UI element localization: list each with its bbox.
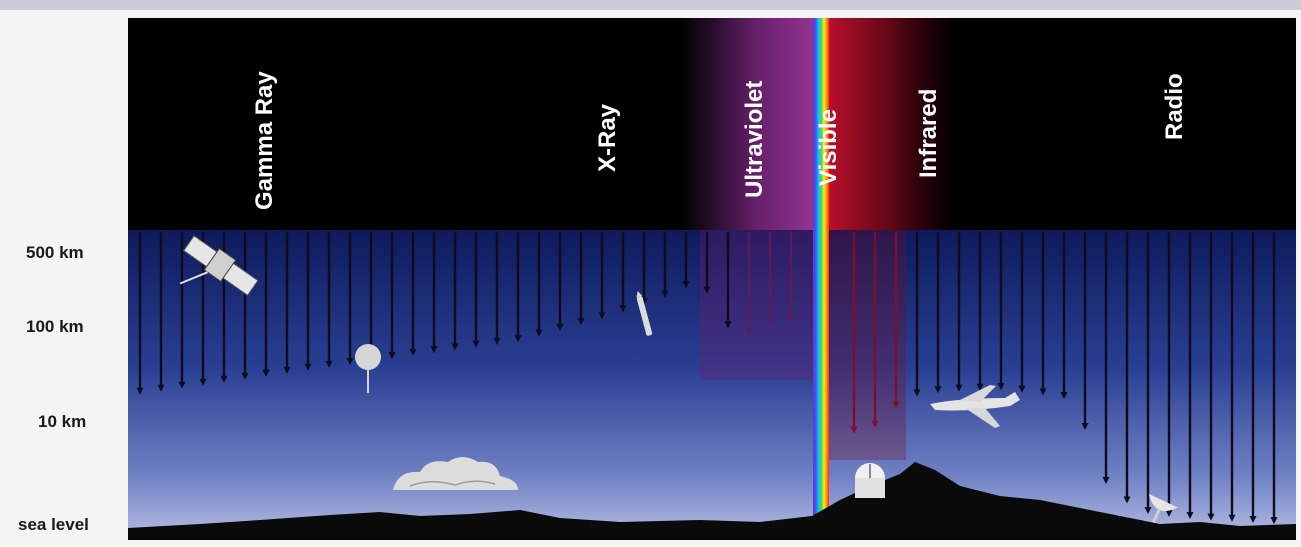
balloon-icon <box>355 344 381 393</box>
penetration-arrow-head <box>1144 507 1152 514</box>
penetration-arrow-head <box>976 383 984 391</box>
penetration-arrow-head <box>514 335 522 343</box>
penetration-arrow-head <box>1039 388 1047 396</box>
penetration-arrow-head <box>1228 514 1236 522</box>
penetration-arrow-head <box>1060 392 1068 399</box>
penetration-arrow-head <box>1207 513 1215 521</box>
penetration-arrow-head <box>178 381 186 389</box>
penetration-arrow-head <box>304 363 312 371</box>
penetration-arrow-head <box>283 366 291 374</box>
penetration-arrow-head <box>220 375 228 383</box>
band-label-ultraviolet: Ultraviolet <box>741 81 768 198</box>
penetration-arrow-head <box>745 326 753 334</box>
penetration-arrow-head <box>241 372 249 380</box>
penetration-arrow-head <box>871 420 879 428</box>
penetration-arrow-head <box>724 321 732 329</box>
ground-silhouette <box>128 462 1296 540</box>
penetration-arrow-head <box>346 357 354 365</box>
penetration-arrow-head <box>1123 496 1131 504</box>
satellite-icon <box>179 235 259 297</box>
penetration-arrow-head <box>430 346 438 354</box>
penetration-arrow-head <box>1165 509 1173 517</box>
band-label-radio: Radio <box>1161 73 1188 140</box>
penetration-arrow-head <box>787 316 795 324</box>
penetration-arrow-head <box>409 348 417 356</box>
infrared-atmosphere-tint <box>826 230 906 460</box>
altitude-label-100km: 100 km <box>26 317 84 336</box>
penetration-arrow-head <box>1186 512 1194 519</box>
penetration-arrow-head <box>1249 515 1257 523</box>
penetration-arrow-head <box>451 343 459 351</box>
ultraviolet-glow <box>680 18 820 230</box>
penetration-arrow-head <box>1270 517 1278 525</box>
top-stripe <box>0 0 1301 10</box>
cloud-icon <box>393 457 518 490</box>
infrared-glow <box>826 18 956 230</box>
penetration-arrow-head <box>472 340 480 348</box>
observatory-icon <box>855 463 885 498</box>
penetration-arrow-head <box>388 351 396 359</box>
penetration-arrow-head <box>1102 477 1110 484</box>
radio-dish-icon <box>1148 493 1178 524</box>
penetration-arrow-head <box>703 286 711 294</box>
band-label-infrared: Infrared <box>915 89 942 178</box>
rocket-icon <box>636 290 653 336</box>
band-label-visible: Visible <box>815 109 842 186</box>
band-label-x-ray: X-Ray <box>594 103 621 172</box>
penetration-arrow-head <box>766 318 774 326</box>
penetration-arrow-head <box>199 378 207 386</box>
penetration-arrow-head <box>892 401 900 408</box>
penetration-arrow-head <box>619 305 627 313</box>
band-label-gamma-ray: Gamma Ray <box>251 71 278 210</box>
penetration-arrow-head <box>262 369 270 377</box>
penetration-arrow-head <box>934 386 942 394</box>
altitude-label-500km: 500 km <box>26 243 84 262</box>
penetration-arrow-head <box>913 389 921 397</box>
visible-spectrum-band <box>813 18 829 518</box>
atmosphere-region <box>128 230 1296 538</box>
penetration-arrow-head <box>997 383 1005 391</box>
altitude-label-sea-level: sea level <box>18 515 89 534</box>
penetration-arrow-head <box>556 324 564 331</box>
penetration-arrow-head <box>493 337 501 345</box>
penetration-arrow-head <box>535 329 543 337</box>
penetration-arrow-head <box>850 426 858 434</box>
penetration-arrow-head <box>136 387 144 395</box>
penetration-arrow-head <box>598 312 606 320</box>
penetration-arrow-head <box>157 384 165 392</box>
penetration-arrow-head <box>1081 423 1089 430</box>
airplane-icon <box>930 385 1020 428</box>
penetration-arrow-head <box>325 360 333 368</box>
penetration-arrow-head <box>682 281 690 289</box>
ultraviolet-atmosphere-tint <box>700 230 820 380</box>
penetration-arrow-head <box>661 290 669 298</box>
penetration-arrow-head <box>577 318 585 326</box>
altitude-label-10km: 10 km <box>38 412 86 431</box>
penetration-arrow-head <box>955 384 963 392</box>
penetration-arrow-head <box>1018 385 1026 393</box>
